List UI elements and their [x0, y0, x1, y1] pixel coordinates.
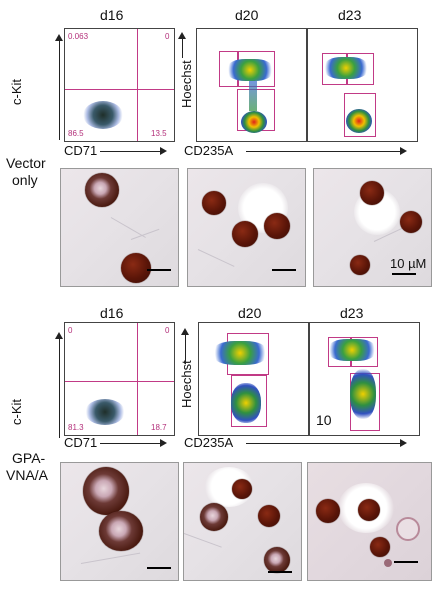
- x-axis-label-cd235a-row2: CD235A: [184, 435, 234, 450]
- y-axis-arrow-row1-right: [182, 38, 183, 58]
- scatter-cluster-d16-row1: [83, 101, 123, 129]
- quadrant-ul-d16-row1: 0.063: [68, 32, 89, 41]
- flow-plot-d20-row1: [196, 28, 307, 142]
- y-axis-arrowhead-row1-left: [55, 34, 63, 41]
- quadrant-lr-d16-row1: 13.5: [151, 129, 167, 138]
- flow-plot-d23-row1: [307, 28, 418, 142]
- x-axis-arrow-row1-right: [246, 151, 401, 152]
- header-d16-row1: d16: [100, 7, 124, 23]
- y-axis-label-hoechst-row2: Hoechst: [179, 360, 194, 408]
- x-axis-arrowhead-row1-left: [160, 147, 167, 155]
- header-d23-row2: d23: [340, 305, 364, 321]
- header-d16-row2: d16: [100, 305, 124, 321]
- group-label-line1-row2: GPA-: [12, 450, 46, 466]
- scatter-cluster-d16-row2: [85, 399, 125, 425]
- micrograph-d16-row2: [60, 462, 179, 581]
- flow-plot-d16-row2: 0 0 81.3 18.7: [64, 322, 175, 436]
- y-axis-arrow-row1-left: [59, 40, 60, 140]
- y-axis-label-ckit-row1: c-Kit: [9, 79, 24, 105]
- group-label-line2-row2: VNA/A: [6, 467, 49, 483]
- x-axis-arrow-row2-right: [246, 443, 401, 444]
- x-axis-arrow-row1-left: [100, 151, 162, 152]
- flow-plot-d16-row1: 0.063 0 86.5 13.5: [64, 28, 175, 142]
- y-axis-label-ckit-row2: c-Kit: [9, 399, 24, 425]
- header-d20-row1: d20: [235, 7, 259, 23]
- group-label-line1-row1: Vector: [6, 155, 46, 171]
- y-axis-arrow-row2-right: [185, 334, 186, 364]
- micrograph-d16-row1: [60, 168, 179, 287]
- x-axis-label-cd71-row1: CD71: [64, 143, 98, 158]
- group-label-line2-row1: only: [12, 172, 38, 188]
- corner-text-d23-row2: 10: [316, 412, 332, 428]
- x-axis-label-cd235a-row1: CD235A: [184, 143, 234, 158]
- quadrant-ur-d16-row1: 0: [165, 32, 170, 41]
- flow-plot-d23-row2: 10: [309, 322, 420, 436]
- header-d23-row1: d23: [338, 7, 362, 23]
- micrograph-d20-row2: [183, 462, 302, 581]
- flow-plot-d20-row2: [198, 322, 309, 436]
- y-axis-arrow-row2-left: [59, 338, 60, 438]
- quadrant-ul-d16-row2: 0: [68, 326, 73, 335]
- x-axis-arrowhead-row2-left: [160, 439, 167, 447]
- quadrant-ur-d16-row2: 0: [165, 326, 170, 335]
- micrograph-d23-row1: 10 µM: [313, 168, 432, 287]
- y-axis-label-hoechst-row1: Hoechst: [179, 60, 194, 108]
- y-axis-arrowhead-row2-right: [181, 328, 189, 335]
- y-axis-arrowhead-row2-left: [55, 332, 63, 339]
- x-axis-arrow-row2-left: [100, 443, 162, 444]
- scale-bar-label: 10 µM: [390, 256, 427, 271]
- micrograph-d23-row2: [307, 462, 432, 581]
- quadrant-lr-d16-row2: 18.7: [151, 423, 167, 432]
- x-axis-label-cd71-row2: CD71: [64, 435, 98, 450]
- x-axis-arrowhead-row1-right: [400, 147, 407, 155]
- y-axis-arrowhead-row1-right: [178, 32, 186, 39]
- x-axis-arrowhead-row2-right: [400, 439, 407, 447]
- quadrant-ll-d16-row1: 86.5: [68, 129, 84, 138]
- micrograph-d20-row1: [187, 168, 306, 287]
- quadrant-ll-d16-row2: 81.3: [68, 423, 84, 432]
- header-d20-row2: d20: [238, 305, 262, 321]
